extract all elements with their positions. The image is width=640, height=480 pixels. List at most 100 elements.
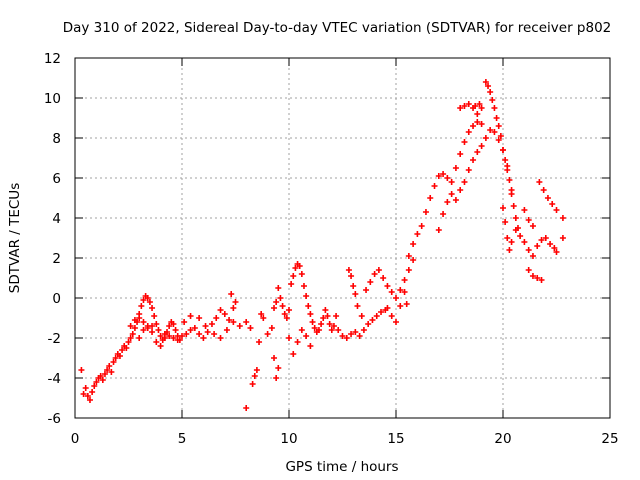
data-point [170, 335, 177, 341]
data-point [551, 245, 558, 251]
data-point [348, 273, 355, 279]
data-point [418, 223, 425, 229]
data-point [397, 303, 404, 309]
data-point [127, 323, 134, 329]
data-point [157, 333, 164, 339]
data-point [166, 323, 173, 329]
data-point [506, 177, 513, 183]
data-point [448, 191, 455, 197]
data-point [151, 313, 158, 319]
data-point [243, 405, 250, 411]
data-point [367, 279, 374, 285]
data-point [363, 287, 370, 293]
data-point [487, 127, 494, 133]
data-point [236, 323, 243, 329]
data-point [474, 149, 481, 155]
data-point [108, 369, 115, 375]
data-point [393, 295, 399, 301]
data-point [427, 195, 434, 201]
data-point [318, 321, 325, 327]
data-point [275, 365, 282, 371]
data-point [330, 323, 337, 329]
data-point [183, 331, 190, 337]
data-point [172, 327, 179, 333]
data-point [221, 311, 228, 317]
data-point [228, 291, 235, 297]
data-point [146, 299, 153, 305]
data-point [300, 283, 307, 289]
data-point [489, 97, 496, 103]
data-point [500, 205, 506, 211]
data-point [217, 335, 224, 341]
data-point [149, 305, 156, 311]
data-point [354, 303, 361, 309]
data-point [290, 273, 297, 279]
data-point [435, 173, 442, 179]
data-point [271, 355, 278, 361]
data-point [97, 373, 104, 379]
data-point [298, 327, 305, 333]
data-point [116, 353, 123, 359]
data-point [431, 183, 438, 189]
data-point [544, 195, 551, 201]
data-point [174, 337, 181, 343]
data-point [324, 313, 331, 319]
data-point [373, 313, 380, 319]
data-point [80, 391, 87, 397]
data-point [512, 227, 519, 233]
data-point [273, 299, 280, 305]
data-point [106, 363, 113, 369]
data-point [196, 331, 203, 337]
data-point [247, 325, 254, 331]
data-point [136, 335, 143, 341]
data-point [440, 171, 447, 177]
data-point [350, 283, 357, 289]
data-point [200, 335, 207, 341]
data-point [521, 239, 528, 245]
y-tick-label: -6 [48, 411, 61, 427]
data-point [478, 121, 485, 127]
data-point [358, 313, 365, 319]
data-point [478, 105, 485, 111]
data-point [504, 235, 511, 241]
data-point [283, 315, 290, 321]
data-point [339, 333, 346, 339]
data-point [333, 313, 340, 319]
data-point [348, 331, 355, 337]
data-point [521, 207, 528, 213]
data-point [140, 319, 147, 325]
data-point [279, 303, 286, 309]
data-point [226, 317, 233, 323]
data-point [491, 105, 498, 111]
data-point [510, 203, 517, 209]
data-point [343, 335, 350, 341]
data-point [149, 329, 156, 335]
data-point [256, 339, 263, 345]
data-point [86, 397, 93, 403]
data-point [123, 345, 130, 351]
data-point [405, 267, 412, 273]
data-point [401, 277, 408, 283]
data-point [281, 311, 288, 317]
data-point [485, 83, 492, 89]
data-point [78, 367, 85, 373]
x-tick-label: 25 [601, 431, 618, 447]
data-point [292, 265, 299, 271]
data-point [378, 309, 385, 315]
data-point [166, 333, 173, 339]
data-point [140, 327, 147, 333]
data-point [495, 137, 502, 143]
data-point [444, 175, 451, 181]
data-point [273, 375, 280, 381]
data-point [155, 327, 162, 333]
data-point [529, 253, 536, 259]
data-point [119, 347, 126, 353]
data-point [307, 311, 314, 317]
data-point [506, 247, 513, 253]
data-point [286, 335, 292, 341]
data-point [529, 223, 536, 229]
data-point [131, 325, 138, 331]
data-point [253, 367, 260, 373]
